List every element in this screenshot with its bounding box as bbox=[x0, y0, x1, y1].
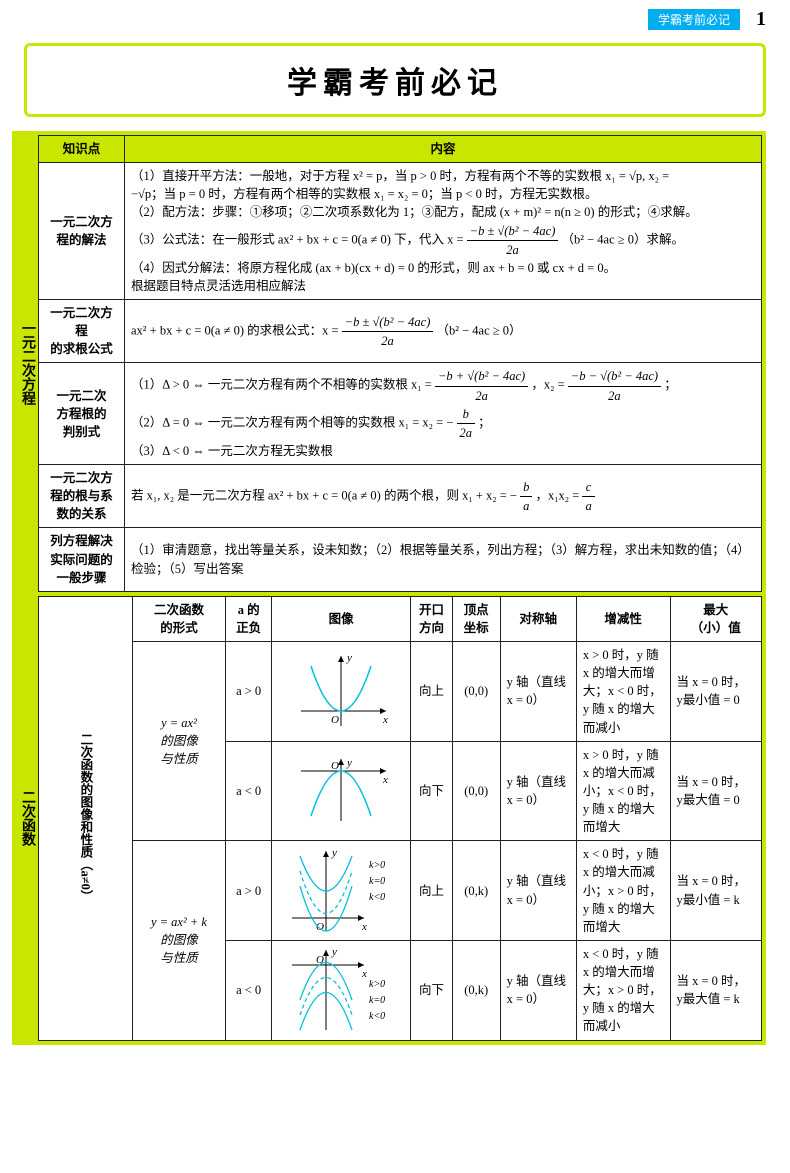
c2-a: ax² + bx + c = 0(a ≠ 0) 的求根公式：x = bbox=[131, 323, 342, 337]
svg-text:x: x bbox=[361, 921, 367, 933]
c3-mid: ，x₂ = bbox=[531, 378, 567, 392]
graph-down-parabola-k: xyO k>0 k=0 k<0 bbox=[272, 940, 411, 1040]
r2-dir: 向下 bbox=[411, 741, 452, 841]
r3-axis: y 轴（直线 x = 0） bbox=[500, 841, 576, 941]
page-number: 1 bbox=[756, 8, 766, 31]
r4-sign: a < 0 bbox=[226, 940, 272, 1040]
c1-l5: 根据题目特点灵活选用相应解法 bbox=[131, 279, 306, 293]
section-label-quadratic-fn: 二次函数 bbox=[16, 596, 38, 1041]
r1-sign: a > 0 bbox=[226, 642, 272, 742]
c3-l2a: （2）Δ = 0 ⇔ 一元二次方程有两个相等的实数根 x₁ = x₂ = − bbox=[131, 415, 457, 429]
r3-mono: x < 0 时，y 随 x 的增大而减小；x > 0 时，y 随 x 的增大而增… bbox=[576, 841, 670, 941]
r3-v: (0,k) bbox=[452, 841, 500, 941]
graph-up-parabola-k: x y O k>0 k=0 k<0 bbox=[272, 841, 411, 941]
r2-ext: 当 x = 0 时， y最大值 = 0 bbox=[670, 741, 762, 841]
svg-text:y: y bbox=[346, 757, 352, 769]
r4-mono: x < 0 时，y 随 x 的增大而增大；x > 0 时，y 随 x 的增大而减… bbox=[576, 940, 670, 1040]
c3-l3: （3）Δ < 0 ⇔ 一元二次方程无实数根 bbox=[131, 444, 333, 458]
th-knowledge: 知识点 bbox=[39, 136, 125, 163]
r3-dir: 向上 bbox=[411, 841, 452, 941]
r4-axis: y 轴（直线 x = 0） bbox=[500, 940, 576, 1040]
k2: 一元二次方程 的求根公式 bbox=[39, 300, 125, 363]
r4-v: (0,k) bbox=[452, 940, 500, 1040]
svg-text:x: x bbox=[382, 714, 388, 726]
svg-text:k=0: k=0 bbox=[369, 995, 385, 1006]
form1: y = ax² 的图像 与性质 bbox=[132, 642, 226, 841]
c1-l4: （4）因式分解法：将原方程化成 (ax + b)(cx + d) = 0 的形式… bbox=[131, 261, 616, 275]
k1: 一元二次方 程的解法 bbox=[39, 163, 125, 300]
graph-down-parabola: x yO bbox=[272, 741, 411, 841]
svg-text:x: x bbox=[361, 968, 367, 980]
r1-mono: x > 0 时，y 随 x 的增大而增大；x < 0 时，y 随 x 的增大而减… bbox=[576, 642, 670, 742]
svg-text:y: y bbox=[331, 847, 337, 859]
h1: 二次函数 的形式 bbox=[132, 596, 226, 641]
form2: y = ax² + k 的图像 与性质 bbox=[132, 841, 226, 1040]
c1-l3b: （b² − 4ac ≥ 0）求解。 bbox=[562, 232, 685, 246]
c2-b: （b² − 4ac ≥ 0） bbox=[437, 323, 522, 337]
svg-text:O: O bbox=[331, 760, 339, 772]
svg-text:k<0: k<0 bbox=[369, 892, 385, 903]
r3-sign: a > 0 bbox=[226, 841, 272, 941]
c4-f1: ba bbox=[520, 478, 532, 515]
c1: （1）直接开平方法：一般地，对于方程 x² = p，当 p > 0 时，方程有两… bbox=[125, 163, 762, 300]
c2-frac: −b ± √(b² − 4ac)2a bbox=[342, 313, 434, 350]
h8: 最大 （小）值 bbox=[670, 596, 762, 641]
table-quadratic-eq: 知识点 内容 一元二次方 程的解法 （1）直接开平方法：一般地，对于方程 x² … bbox=[38, 135, 762, 592]
h7: 增减性 bbox=[576, 596, 670, 641]
graph-up-parabola: x y O bbox=[272, 642, 411, 742]
r2-sign: a < 0 bbox=[226, 741, 272, 841]
k3: 一元二次 方程根的 判别式 bbox=[39, 363, 125, 465]
r4-ext: 当 x = 0 时， y最大值 = k bbox=[670, 940, 762, 1040]
svg-text:x: x bbox=[382, 774, 388, 786]
c3-end: ； bbox=[664, 378, 677, 392]
r4-dir: 向下 bbox=[411, 940, 452, 1040]
c1-l2: （2）配方法：步骤：①移项；②二次项系数化为 1；③配方，配成 (x + m)²… bbox=[131, 205, 698, 219]
c3: （1）Δ > 0 ⇔ 一元二次方程有两个不相等的实数根 x₁ = −b + √(… bbox=[125, 363, 762, 465]
c1-l1a: （1）直接开平方法：一般地，对于方程 x² = p，当 p > 0 时，方程有两… bbox=[131, 169, 669, 183]
svg-text:y: y bbox=[346, 652, 352, 664]
c3-l2b: ； bbox=[478, 415, 491, 429]
h4: 开口 方向 bbox=[411, 596, 452, 641]
th-content: 内容 bbox=[125, 136, 762, 163]
svg-text:k>0: k>0 bbox=[369, 979, 385, 990]
c3-l1a: （1）Δ > 0 ⇔ 一元二次方程有两个不相等的实数根 x₁ = bbox=[131, 378, 435, 392]
r1-dir: 向上 bbox=[411, 642, 452, 742]
c3-f3: b2a bbox=[457, 405, 476, 442]
header-badge: 学霸考前必记 bbox=[648, 9, 740, 30]
page-title: 学霸考前必记 bbox=[24, 43, 766, 117]
r2-mono: x > 0 时，y 随 x 的增大而减小；x < 0 时，y 随 x 的增大而增… bbox=[576, 741, 670, 841]
svg-text:k=0: k=0 bbox=[369, 876, 385, 887]
k4: 一元二次方 程的根与系 数的关系 bbox=[39, 465, 125, 528]
c1-frac: −b ± √(b² − 4ac)2a bbox=[467, 222, 559, 259]
c3-f1: −b + √(b² − 4ac)2a bbox=[435, 367, 528, 404]
sublabel: 二次函数的图像和性质（a≠0） bbox=[39, 596, 133, 1040]
h2: a 的 正负 bbox=[226, 596, 272, 641]
h6: 对称轴 bbox=[500, 596, 576, 641]
h5: 顶点 坐标 bbox=[452, 596, 500, 641]
svg-text:k>0: k>0 bbox=[369, 860, 385, 871]
svg-text:k<0: k<0 bbox=[369, 1011, 385, 1022]
svg-text:O: O bbox=[331, 714, 339, 726]
c4-mid: ，x₁x₂ = bbox=[535, 488, 582, 502]
c4-a: 若 x₁, x₂ 是一元二次方程 ax² + bx + c = 0(a ≠ 0)… bbox=[131, 488, 520, 502]
c4: 若 x₁, x₂ 是一元二次方程 ax² + bx + c = 0(a ≠ 0)… bbox=[125, 465, 762, 528]
svg-text:O: O bbox=[316, 921, 324, 933]
r2-v: (0,0) bbox=[452, 741, 500, 841]
svg-text:y: y bbox=[331, 946, 337, 958]
section-label-quadratic-eq: 一元二次方程 bbox=[16, 135, 38, 592]
table-quadratic-fn: 二次函数的图像和性质（a≠0） 二次函数 的形式 a 的 正负 图像 开口 方向… bbox=[38, 596, 762, 1041]
c4-f2: ca bbox=[582, 478, 594, 515]
h3: 图像 bbox=[272, 596, 411, 641]
c5: （1）审清题意，找出等量关系，设未知数；（2）根据等量关系，列出方程；（3）解方… bbox=[125, 528, 762, 591]
k5: 列方程解决 实际问题的 一般步骤 bbox=[39, 528, 125, 591]
c1-l3a: （3）公式法：在一般形式 ax² + bx + c = 0(a ≠ 0) 下，代… bbox=[131, 232, 467, 246]
r3-ext: 当 x = 0 时， y最小值 = k bbox=[670, 841, 762, 941]
r1-ext: 当 x = 0 时， y最小值 = 0 bbox=[670, 642, 762, 742]
r2-axis: y 轴（直线 x = 0） bbox=[500, 741, 576, 841]
r1-v: (0,0) bbox=[452, 642, 500, 742]
c2: ax² + bx + c = 0(a ≠ 0) 的求根公式：x = −b ± √… bbox=[125, 300, 762, 363]
c1-l1b: −√p；当 p = 0 时，方程有两个相等的实数根 x₁ = x₂ = 0；当 … bbox=[131, 187, 597, 201]
r1-axis: y 轴（直线 x = 0） bbox=[500, 642, 576, 742]
c3-f2: −b − √(b² − 4ac)2a bbox=[568, 367, 661, 404]
